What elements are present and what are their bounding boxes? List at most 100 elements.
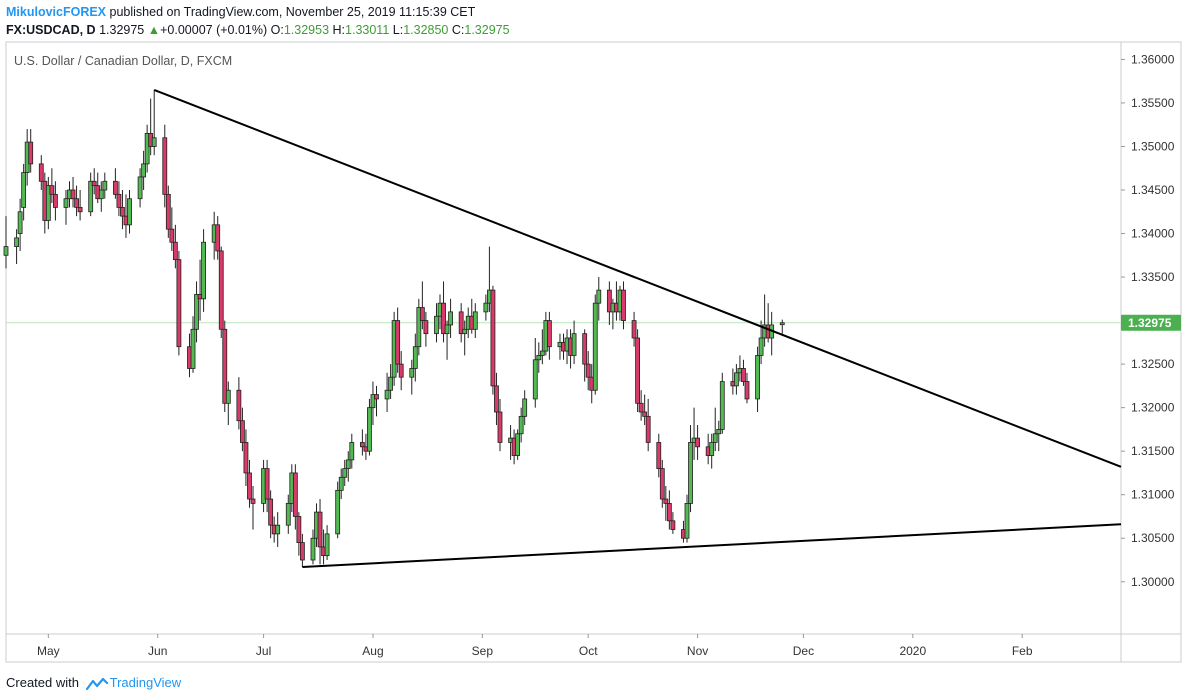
candle: [172, 224, 178, 269]
candle: [21, 163, 27, 221]
candle: [127, 190, 132, 234]
candle: [91, 168, 97, 195]
candle: [596, 277, 602, 321]
candle: [539, 329, 545, 365]
trendline-upper[interactable]: [153, 88, 1122, 468]
candle: [49, 168, 55, 204]
candle-body-150: [744, 381, 750, 400]
candle-body-84: [419, 307, 425, 321]
candle: [388, 364, 394, 399]
candle: [296, 512, 302, 556]
candle-body-14: [74, 198, 79, 208]
candle: [324, 525, 330, 560]
candle-body-121: [606, 289, 612, 313]
candle-body-91: [458, 311, 464, 335]
candle: [370, 381, 376, 426]
tradingview-brand[interactable]: TradingView: [109, 675, 182, 690]
candle-body-74: [370, 394, 376, 409]
trendline-lower[interactable]: [302, 523, 1122, 568]
candle: [240, 407, 245, 452]
candle-body-126: [631, 320, 637, 339]
candle: [3, 216, 9, 269]
candle-body-79: [395, 320, 401, 365]
candle: [758, 320, 764, 365]
quote-line: FX:USDCAD, D 1.32975 ▲+0.00007 (+0.01%) …: [6, 23, 510, 37]
y-tick-label: 1.31000: [1131, 488, 1175, 502]
candle-body-47: [240, 420, 245, 443]
candle: [165, 185, 171, 238]
candle: [250, 486, 256, 530]
candle-body-71: [359, 442, 365, 448]
candle: [409, 359, 415, 395]
created-with-text: Created with: [6, 675, 79, 690]
candle: [384, 372, 390, 412]
candle: [472, 303, 478, 338]
candle: [483, 294, 489, 321]
candle-body-81: [409, 368, 415, 378]
candle: [779, 319, 785, 334]
candle-body-63: [317, 511, 323, 548]
candle-body-25: [127, 198, 132, 226]
high-label: H:: [332, 23, 346, 37]
candle-body-152: [758, 337, 764, 356]
candle: [162, 124, 168, 208]
candle-body-61: [310, 537, 316, 561]
author-name[interactable]: MikulovicFOREX: [6, 5, 107, 19]
candle: [645, 398, 651, 452]
candle-body-9: [49, 185, 55, 195]
candle-body-32: [165, 193, 171, 230]
candle: [490, 285, 496, 395]
candle-body-132: [659, 468, 665, 500]
candle-body-134: [666, 503, 672, 522]
current-price-badge: 1.32975: [1121, 314, 1181, 331]
y-tick-label: 1.34500: [1131, 183, 1175, 197]
candle: [17, 198, 23, 251]
change-value: +0.00007 (+0.01%): [160, 23, 268, 37]
y-tick-label: 1.31500: [1131, 444, 1175, 458]
candle: [666, 490, 672, 530]
candle-body-85: [423, 320, 429, 335]
candle-body-42: [215, 224, 221, 252]
candle: [141, 150, 147, 190]
x-tick-label: Nov: [687, 644, 708, 658]
candle-body-34: [172, 241, 178, 261]
candle-body-138: [688, 442, 693, 504]
candle-body-53: [268, 498, 274, 526]
candle: [684, 494, 690, 543]
candle-body-13: [70, 189, 76, 200]
candle: [441, 281, 446, 343]
candle: [201, 229, 206, 312]
open-value: 1.32953: [283, 23, 330, 37]
candle-body-37: [190, 328, 196, 369]
x-tick-label: May: [37, 644, 60, 658]
candle-body-19: [98, 189, 104, 200]
candle: [338, 468, 344, 500]
candle-body-151: [755, 355, 760, 400]
candle: [659, 459, 665, 508]
price-chart[interactable]: U.S. Dollar / Canadian Dollar, D, FXCM 1…: [0, 0, 1188, 672]
candle-body-89: [444, 324, 450, 335]
candle: [670, 512, 676, 534]
candle: [716, 420, 722, 452]
candle: [151, 89, 157, 156]
candle: [656, 433, 662, 478]
candle-body-52: [264, 468, 270, 500]
candle: [52, 181, 58, 221]
y-tick-label: 1.32500: [1131, 357, 1175, 371]
candle-body-86: [434, 315, 439, 335]
candle: [349, 433, 355, 469]
candle-body-145: [719, 381, 725, 430]
candle-body-90: [448, 311, 453, 326]
candle: [434, 303, 439, 343]
y-tick-label: 1.34000: [1131, 227, 1175, 241]
candle-body-27: [141, 163, 147, 178]
candle-body-149: [741, 368, 746, 382]
candle-body-119: [592, 302, 598, 391]
candle: [243, 429, 249, 486]
candle-body-35: [176, 259, 182, 348]
candle-body-60: [299, 542, 305, 561]
candle-body-107: [536, 355, 542, 361]
tradingview-logo-icon[interactable]: [85, 677, 108, 691]
low-value: 1.32850: [403, 23, 449, 37]
trendlines[interactable]: [153, 88, 1122, 568]
